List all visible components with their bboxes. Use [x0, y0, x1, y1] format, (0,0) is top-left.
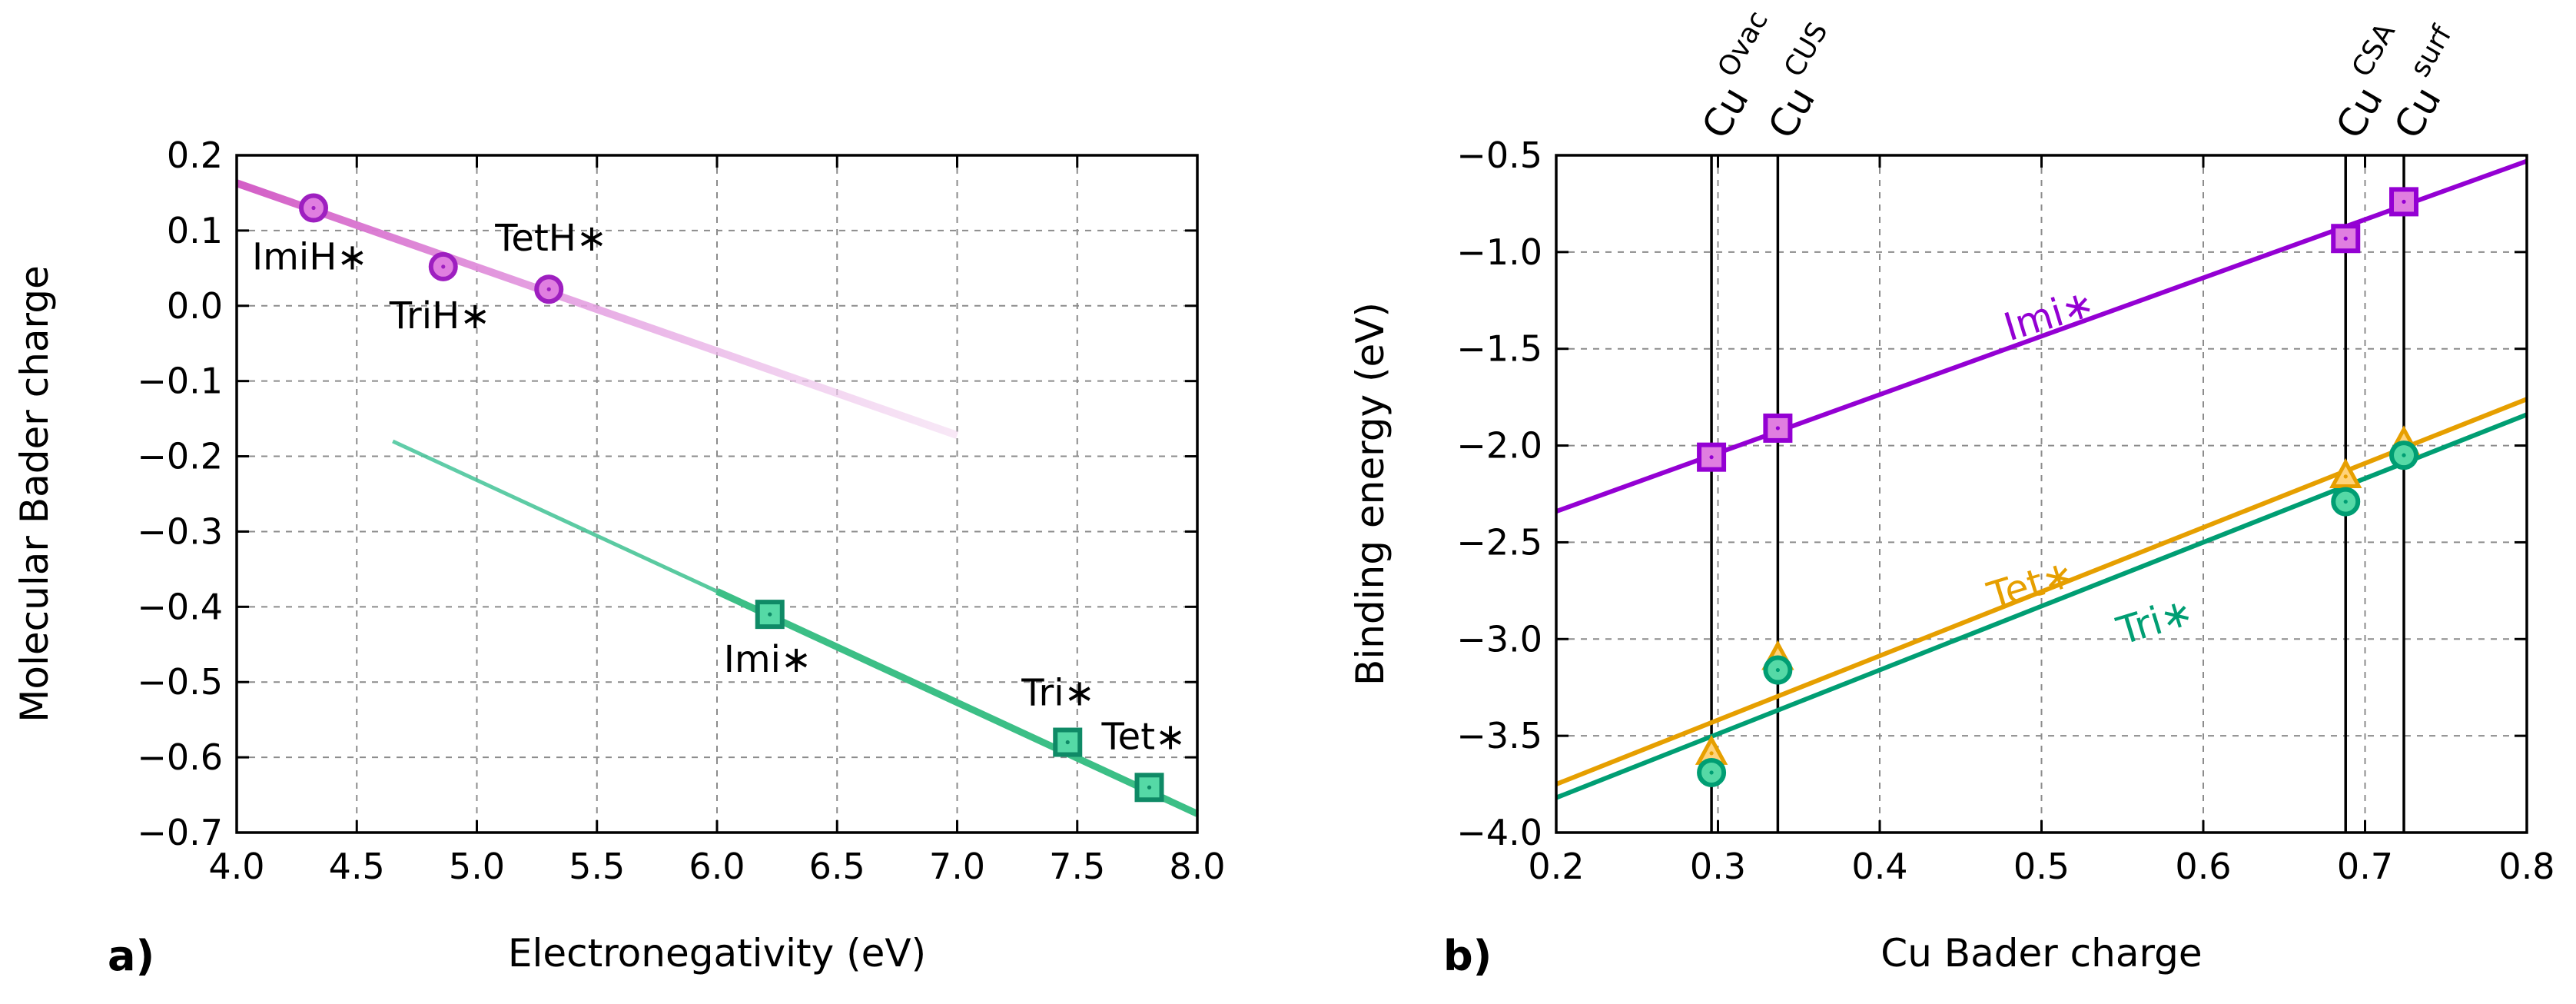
data-point-label: TriH∗: [389, 294, 491, 337]
panel-label-a: a): [108, 932, 154, 980]
x-tick-label: 4.0: [208, 846, 264, 887]
series-label-2: Tri∗: [2111, 589, 2198, 654]
site-label-base: Cu: [1760, 79, 1824, 146]
fit-line-deprotonated-thick: [715, 588, 1199, 817]
x-tick-label: 7.0: [929, 846, 985, 887]
y-tick-label: −0.1: [137, 361, 223, 402]
data-point-label: Tri∗: [1021, 672, 1095, 715]
y-tick-label: −4.0: [1456, 812, 1542, 853]
x-tick-label: 0.8: [2498, 846, 2554, 887]
y-tick-label: 0.2: [167, 135, 223, 176]
x-tick-label: 0.3: [1690, 846, 1746, 887]
data-point-Imi∗-center-dot: [1775, 426, 1780, 431]
data-point-label: TetH∗: [494, 217, 607, 260]
x-tick-label: 8.0: [1169, 846, 1225, 887]
data-point-deprotonated-center-dot: [768, 612, 772, 617]
site-label-base: Cu: [2327, 79, 2392, 146]
data-point-deprotonated-center-dot: [1147, 785, 1152, 790]
site-label-superscript: surf: [2405, 20, 2459, 82]
data-point-Imi∗-center-dot: [2343, 236, 2348, 241]
y-tick-label: −0.2: [137, 436, 223, 477]
y-tick-label: −3.0: [1456, 618, 1542, 660]
data-point-Tri∗-center-dot: [2343, 499, 2348, 504]
data-point-Imi∗-center-dot: [1709, 455, 1714, 460]
y-tick-label: −0.7: [137, 812, 223, 853]
data-point-protonated-center-dot: [546, 287, 551, 291]
y-tick-label: −3.5: [1456, 715, 1542, 756]
data-point-Tet∗: [2329, 458, 2362, 488]
y-tick-label: −1.0: [1456, 231, 1542, 273]
site-label-superscript: CSA: [2346, 18, 2402, 82]
y-tick-label: −2.0: [1456, 425, 1542, 467]
x-tick-label: 6.5: [809, 846, 865, 887]
site-label-superscript: CUS: [1778, 17, 1834, 82]
panel-a-chart: 4.0 4.5 5.0 5.5 6.0 6.5 7.0 7.5 8.0 0.2 0.1 0.0 −0.1…: [12, 135, 1226, 980]
y-tick-label: −0.4: [137, 586, 223, 627]
y-tick-label: 0.0: [167, 285, 223, 327]
y-axis-label: Molecular Bader charge: [12, 265, 57, 722]
y-tick-label: 0.1: [167, 210, 223, 251]
data-point-Tri∗-center-dot: [1709, 770, 1714, 775]
x-tick-label: 5.0: [449, 846, 505, 887]
x-tick-label: 0.4: [1851, 846, 1907, 887]
x-tick-label: 0.5: [2013, 846, 2070, 887]
data-point-Imi∗: [1697, 442, 1727, 472]
fit-line-Tri∗: [1555, 412, 2528, 800]
x-axis-label: Cu Bader charge: [1881, 931, 2202, 976]
site-label-base: Cu: [1693, 79, 1758, 146]
x-axis-label: Electronegativity (eV): [508, 931, 926, 976]
y-tick-label: −0.5: [137, 661, 223, 703]
panel-label-b: b): [1443, 932, 1492, 980]
data-point-Tet∗-center-dot: [2343, 474, 2348, 479]
y-tick-label: −1.5: [1456, 328, 1542, 370]
data-point-Tri∗-center-dot: [2402, 453, 2406, 457]
x-tick-label: 0.6: [2175, 846, 2231, 887]
y-tick-label: −0.3: [137, 510, 223, 552]
y-tick-label: −0.6: [137, 736, 223, 778]
site-label-superscript: Ovac: [1712, 5, 1774, 82]
x-tick-label: 7.5: [1049, 846, 1105, 887]
x-tick-label: 0.2: [1528, 846, 1584, 887]
data-point-Tet∗-center-dot: [1709, 751, 1714, 756]
x-tick-label: 6.0: [689, 846, 745, 887]
fit-line-protonated: [235, 179, 959, 439]
site-label-base: Cu: [2385, 79, 2450, 146]
x-tick-label: 0.7: [2337, 846, 2393, 887]
x-tick-label: 4.5: [329, 846, 385, 887]
series-label-0: Imi∗: [1999, 281, 2100, 350]
y-tick-label: −0.5: [1456, 135, 1542, 176]
data-point-protonated-center-dot: [441, 264, 446, 269]
data-point-Imi∗-center-dot: [2402, 199, 2406, 204]
data-point-protonated-center-dot: [311, 205, 316, 211]
data-point-Tri∗-center-dot: [1775, 667, 1780, 673]
fit-line-Tet∗: [1555, 397, 2528, 786]
data-point-label: Imi∗: [724, 638, 812, 681]
data-point-deprotonated: [1053, 727, 1083, 757]
data-point-deprotonated-center-dot: [1065, 740, 1070, 745]
data-point-label: Tet∗: [1101, 715, 1187, 758]
data-point-label: ImiH∗: [252, 236, 368, 279]
y-axis-label: Binding energy (eV): [1348, 302, 1393, 686]
y-tick-label: −2.5: [1456, 521, 1542, 563]
x-tick-label: 5.5: [569, 846, 625, 887]
